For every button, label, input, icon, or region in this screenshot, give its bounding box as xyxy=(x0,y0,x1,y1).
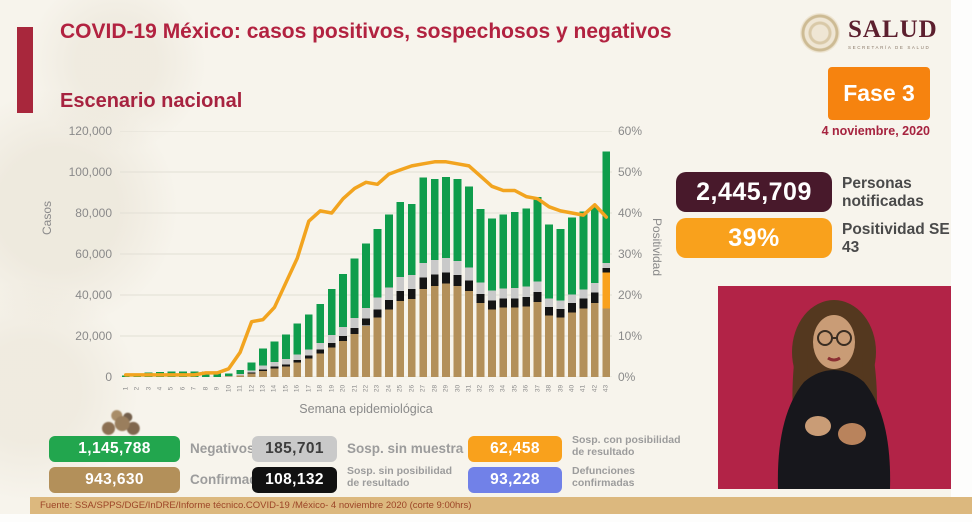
salud-logo: SALUD SECRETARÍA DE SALUD xyxy=(800,8,968,58)
x-tick-label: 22 xyxy=(362,384,370,393)
y-tick-label: 120,000 xyxy=(68,124,112,138)
salud-seal-icon xyxy=(800,13,840,53)
y-tick-label: 40,000 xyxy=(75,288,112,302)
legend-badge-sosp-sin-posibilidad: 108,132 xyxy=(252,467,337,493)
x-tick-label: 41 xyxy=(579,384,587,393)
x-tick-label: 15 xyxy=(282,384,290,393)
y-tick-label: 20,000 xyxy=(75,329,112,343)
positivity-badge: 39% xyxy=(676,218,832,258)
x-tick-label: 2 xyxy=(133,386,141,391)
right-tick-label: 10% xyxy=(618,329,643,343)
legend-label-sosp-sin-muestra: Sosp. sin muestra xyxy=(347,441,464,456)
notified-persons-label: Personas notificadas xyxy=(842,175,924,210)
x-tick-label: 20 xyxy=(339,384,347,393)
x-tick-label: 7 xyxy=(190,386,198,391)
x-tick-label: 43 xyxy=(602,384,610,393)
x-tick-label: 28 xyxy=(431,384,439,393)
right-margin xyxy=(951,0,972,497)
x-tick-label: 40 xyxy=(568,384,576,393)
legend-label-sosp-con-posibilidad: Sosp. con posibilidad de resultado xyxy=(572,434,681,459)
x-tick-label: 24 xyxy=(385,384,393,393)
source-footer: Fuente: SSA/SPPS/DGE/InDRE/Informe técni… xyxy=(30,497,972,514)
x-tick-label: 13 xyxy=(259,384,267,393)
x-tick-label: 14 xyxy=(270,384,278,393)
legend-badge-negativos: 1,145,788 xyxy=(49,436,180,462)
x-tick-label: 8 xyxy=(202,386,210,391)
right-tick-label: 40% xyxy=(618,206,643,220)
x-tick-label: 31 xyxy=(465,384,473,393)
right-tick-label: 20% xyxy=(618,288,643,302)
x-tick-label: 35 xyxy=(511,384,519,393)
y-axis-right: 0% 10% 20% 30% 40% 50% 60% xyxy=(618,124,668,384)
x-tick-label: 30 xyxy=(454,384,462,393)
legend-label-negativos: Negativos xyxy=(190,441,255,456)
x-tick-label: 11 xyxy=(236,385,244,392)
right-tick-label: 30% xyxy=(618,247,643,261)
x-tick-label: 21 xyxy=(351,384,359,393)
x-tick-label: 34 xyxy=(499,384,507,393)
right-tick-label: 60% xyxy=(618,124,643,138)
y-axis-left: 0 20,000 40,000 60,000 80,000 100,000 120,000 xyxy=(28,124,112,384)
legend-badge-confirmados: 943,630 xyxy=(49,467,180,493)
y-tick-label: 100,000 xyxy=(68,165,112,179)
x-tick-label: 6 xyxy=(179,386,187,391)
bottom-margin xyxy=(0,514,972,522)
x-tick-label: 32 xyxy=(476,384,484,393)
watermark-graphic xyxy=(92,406,147,438)
y-tick-label: 80,000 xyxy=(75,206,112,220)
x-axis-title: Semana epidemiológica xyxy=(299,402,433,416)
x-tick-label: 36 xyxy=(522,384,530,393)
report-date: 4 noviembre, 2020 xyxy=(821,124,930,138)
sign-language-interpreter-video xyxy=(718,286,951,489)
x-tick-label: 29 xyxy=(442,384,450,393)
positivity-line xyxy=(123,160,609,377)
x-tick-label: 42 xyxy=(591,384,599,393)
notified-persons-badge: 2,445,709 xyxy=(676,172,832,212)
x-tick-label: 1 xyxy=(122,386,130,391)
x-tick-label: 4 xyxy=(156,386,164,391)
positivity-label: Positividad SE 43 xyxy=(842,221,950,256)
x-tick-label: 23 xyxy=(373,384,381,393)
title-accent-bar xyxy=(17,27,33,113)
x-tick-label: 33 xyxy=(488,384,496,393)
x-tick-label: 37 xyxy=(534,384,542,393)
x-tick-label: 12 xyxy=(248,384,256,393)
interpreter-figure xyxy=(777,300,891,489)
x-tick-label: 26 xyxy=(408,384,416,393)
epidemic-week-chart xyxy=(120,131,612,377)
x-tick-label: 18 xyxy=(316,384,324,393)
x-tick-label: 3 xyxy=(145,386,153,391)
x-tick-label: 39 xyxy=(557,384,564,393)
legend-label-defunciones: Defunciones confirmadas xyxy=(572,465,636,490)
logo-name: SALUD xyxy=(848,15,938,43)
x-axis-ticks: 1 2 3 4 5 6 7 8 9 10 11 12 13 14 15 16 17 18 19 20 21 22 23 24 2… xyxy=(120,380,612,402)
x-tick-label: 25 xyxy=(396,384,404,393)
right-tick-label: 0% xyxy=(618,370,636,384)
x-tick-label: 9 xyxy=(213,386,221,391)
right-axis-title: Positividad xyxy=(650,218,664,277)
right-tick-label: 50% xyxy=(618,165,643,179)
legend-badge-defunciones: 93,228 xyxy=(468,467,562,493)
legend-label-sosp-sin-posibilidad: Sosp. sin posibilidad de resultado xyxy=(347,465,453,490)
y-tick-label: 60,000 xyxy=(75,247,112,261)
page-title: COVID-19 México: casos positivos, sospec… xyxy=(60,20,672,43)
x-tick-label: 17 xyxy=(305,384,313,393)
x-tick-label: 5 xyxy=(167,386,175,391)
section-title: Escenario nacional xyxy=(60,90,243,112)
x-tick-label: 19 xyxy=(328,384,336,393)
legend-badge-sosp-con-posibilidad: 62,458 xyxy=(468,436,562,462)
x-tick-label: 10 xyxy=(225,384,233,393)
x-tick-label: 27 xyxy=(419,384,427,393)
phase-badge: Fase 3 xyxy=(828,67,930,120)
legend-badge-sosp-sin-muestra: 185,701 xyxy=(252,436,337,462)
logo-subtitle: SECRETARÍA DE SALUD xyxy=(848,44,931,50)
x-tick-label: 16 xyxy=(293,384,301,393)
x-tick-label: 38 xyxy=(545,384,553,393)
y-tick-label: 0 xyxy=(105,370,112,384)
y-axis-title: Casos xyxy=(40,200,54,235)
